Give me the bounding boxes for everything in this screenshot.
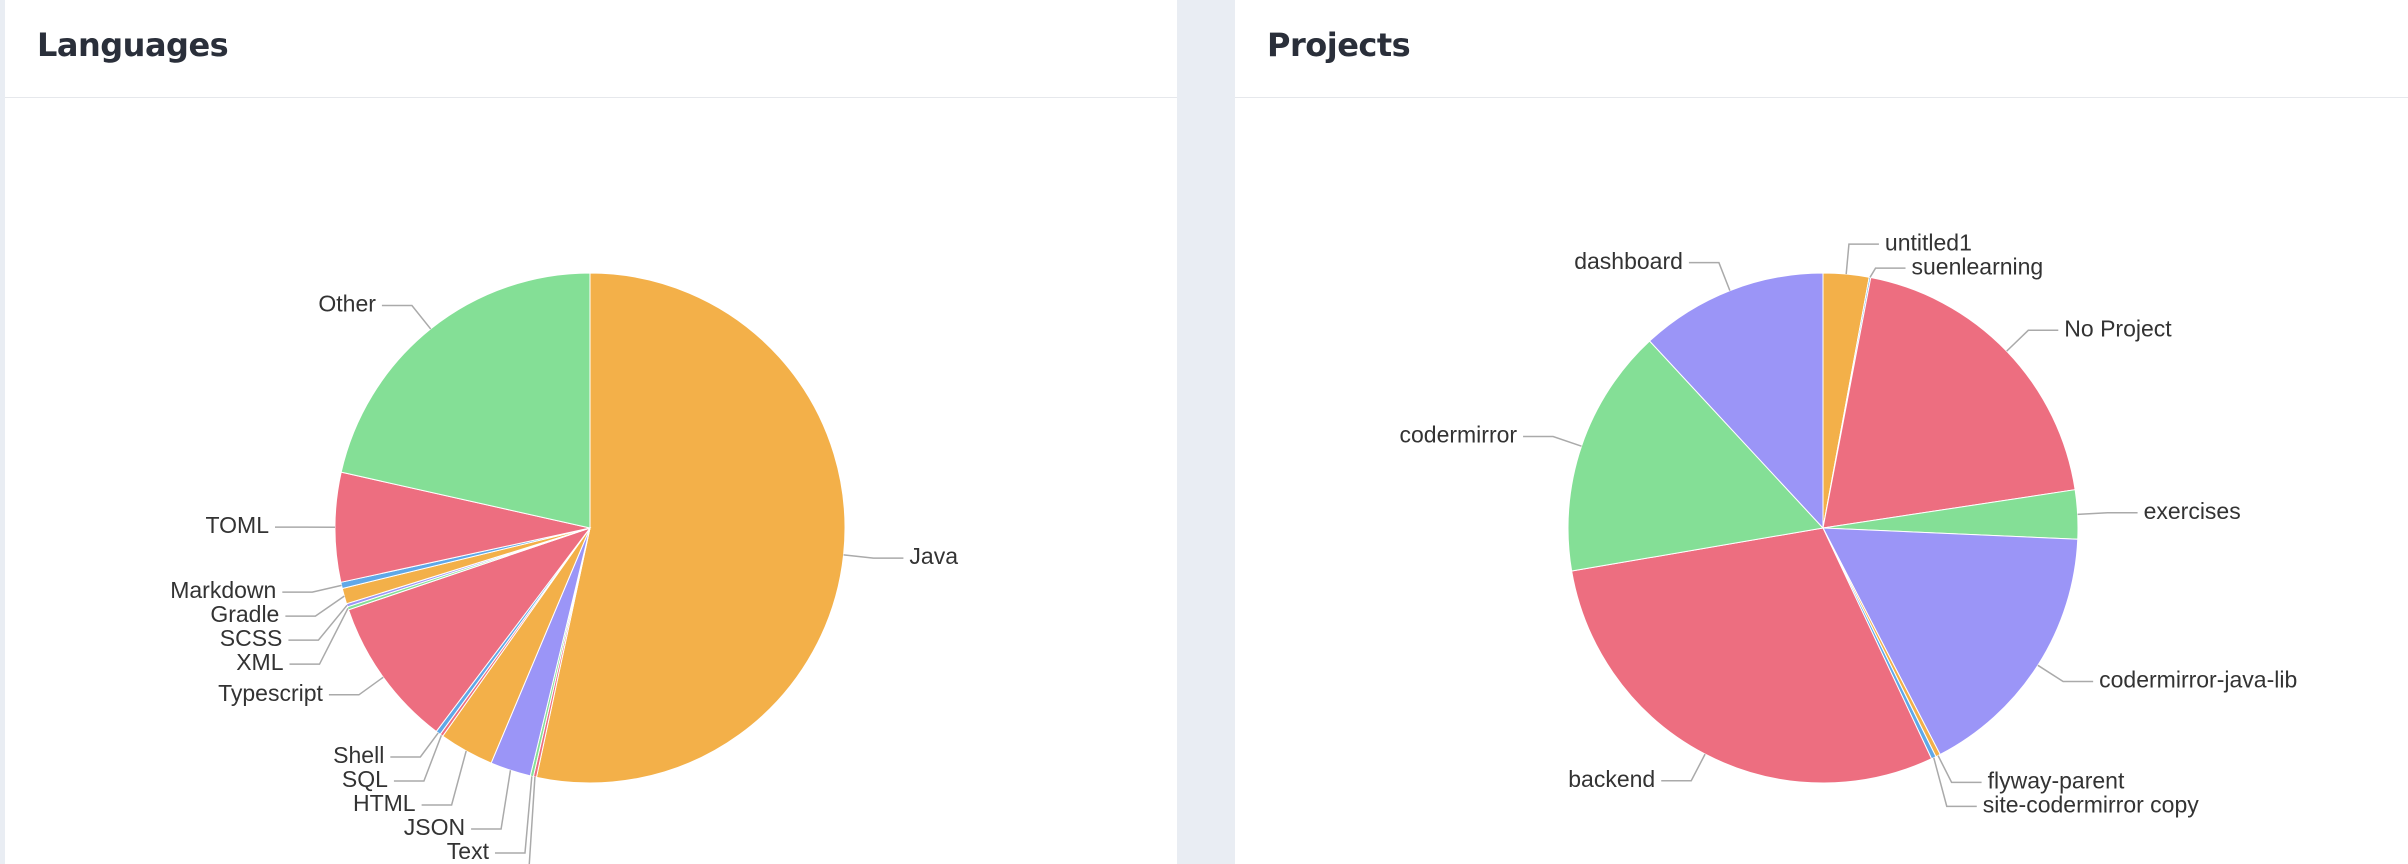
- panel-title: Projects: [1235, 0, 2408, 98]
- leader-line: [285, 595, 345, 617]
- leader-line: [843, 554, 904, 559]
- leader-line: [1845, 243, 1879, 275]
- slice-label: codermirror: [1399, 422, 1517, 448]
- pie-slice: [1648, 272, 1824, 530]
- leader-line: [1869, 267, 1906, 278]
- panel-title: Languages: [5, 0, 1177, 98]
- slice-label: exercises: [2144, 498, 2241, 524]
- slice-label: untitled1: [1885, 229, 1972, 255]
- leader-line: [1523, 435, 1582, 447]
- slice-label: site-codermirror copy: [1983, 791, 2199, 817]
- leader-line: [421, 750, 467, 806]
- leader-line: [289, 607, 349, 665]
- slice-label: suenlearning: [1912, 253, 2044, 279]
- slice-label: SCSS: [220, 625, 283, 651]
- leader-line: [1933, 757, 1977, 808]
- leader-line: [471, 770, 512, 830]
- slice-label: XML: [236, 649, 284, 675]
- slice-label: TOML: [206, 512, 270, 538]
- slice-label: JSON: [404, 814, 465, 840]
- leader-line: [390, 732, 439, 758]
- slice-label: Typescript: [218, 680, 323, 706]
- leader-line: [328, 676, 384, 696]
- slice-label: CSS: [445, 862, 492, 864]
- slice-label: Text: [447, 838, 490, 864]
- pie-slice: [1571, 527, 1933, 784]
- leader-line: [494, 776, 533, 854]
- slice-label: SQL: [342, 766, 388, 792]
- slice-label: backend: [1568, 766, 1655, 792]
- slice-label: Java: [909, 543, 958, 569]
- slice-label: Other: [318, 291, 376, 317]
- slice-label: dashboard: [1574, 248, 1683, 274]
- slice-label: codermirror-java-lib: [2099, 667, 2297, 693]
- leader-line: [393, 734, 443, 782]
- projects-panel: Projects untitled1 suenlearning No Project…: [1235, 0, 2408, 864]
- leader-line: [1661, 753, 1706, 782]
- leader-line: [288, 604, 348, 641]
- leader-line: [282, 584, 342, 593]
- pie-slice: [334, 471, 591, 583]
- leader-line: [528, 776, 536, 864]
- slice-label: No Project: [2064, 315, 2172, 341]
- leader-line: [1937, 755, 1982, 784]
- leader-line: [2077, 512, 2138, 516]
- leader-line: [2006, 329, 2059, 352]
- slice-label: Gradle: [210, 601, 279, 627]
- slice-label: flyway-parent: [1988, 767, 2125, 793]
- leader-line: [2037, 664, 2094, 683]
- slice-label: HTML: [353, 790, 416, 816]
- pie-slice: [1567, 340, 1824, 572]
- pie-slice: [347, 527, 592, 733]
- pie-slice: [1822, 527, 2079, 756]
- leader-line: [381, 304, 432, 330]
- slice-label: Shell: [333, 742, 384, 768]
- languages-panel: Languages Java Other TOML Markdown Gradle SCS…: [5, 0, 1177, 864]
- pie-slice: [535, 272, 846, 784]
- slice-label: Markdown: [170, 577, 276, 603]
- leader-line: [1688, 261, 1731, 291]
- pie-slice: [1822, 276, 2076, 529]
